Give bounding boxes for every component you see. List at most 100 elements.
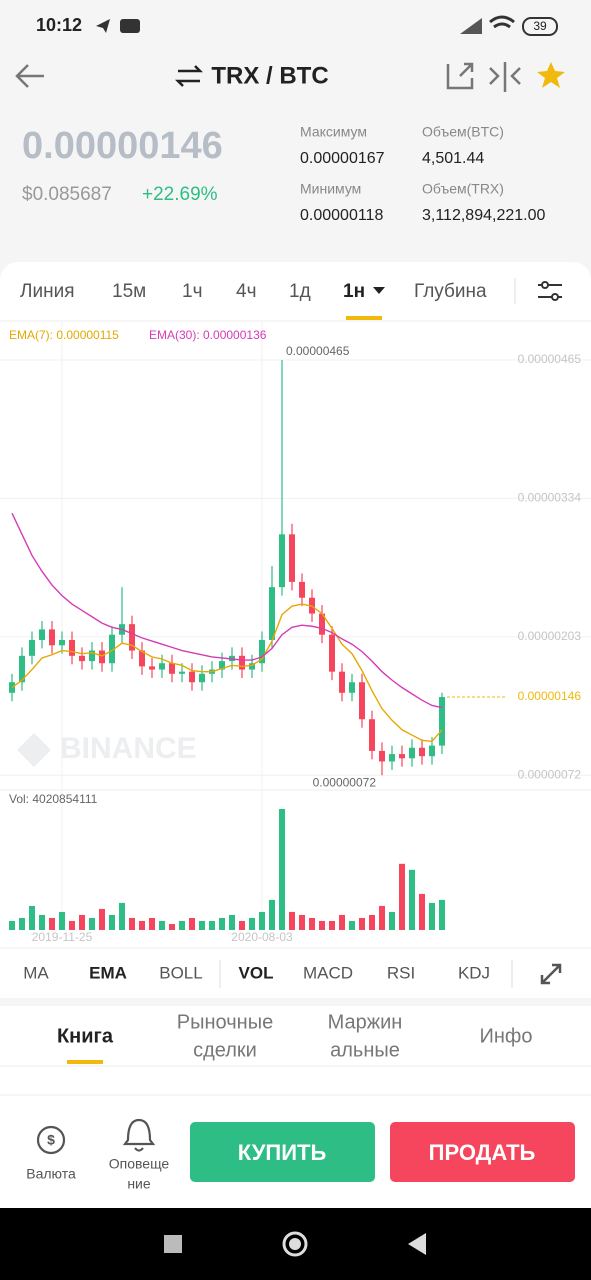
interval-tab[interactable]: 1н bbox=[343, 281, 365, 302]
volume-bar bbox=[249, 917, 255, 930]
volume-bar bbox=[409, 869, 415, 930]
candle-body bbox=[89, 650, 95, 662]
candle-body bbox=[149, 666, 155, 670]
volume-bar bbox=[169, 923, 175, 930]
candle-body bbox=[139, 650, 145, 667]
candle-body bbox=[329, 634, 335, 672]
compare-button[interactable] bbox=[489, 62, 521, 92]
volume-bar bbox=[219, 917, 225, 930]
section-tab[interactable]: Книга bbox=[57, 1025, 114, 1047]
y-tick-label: 0.00000465 bbox=[518, 352, 582, 366]
candle-body bbox=[429, 745, 435, 757]
volume-bar bbox=[99, 908, 105, 930]
currency-label[interactable]: Валюта bbox=[26, 1166, 76, 1182]
indicator-tab[interactable]: RSI bbox=[387, 963, 415, 982]
candle-body bbox=[179, 671, 185, 674]
section-tab[interactable]: Инфо bbox=[480, 1025, 533, 1047]
indicator-tab[interactable]: VOL bbox=[239, 963, 274, 982]
indicator-tab[interactable]: BOLL bbox=[159, 963, 202, 982]
section-tab[interactable]: Маржин bbox=[328, 1011, 403, 1033]
dropdown-arrow[interactable] bbox=[373, 287, 385, 294]
back-button[interactable] bbox=[15, 64, 44, 88]
candle-body bbox=[109, 634, 115, 664]
volume-bar bbox=[129, 917, 135, 930]
interval-tab[interactable]: 15м bbox=[112, 281, 146, 302]
candle-body bbox=[19, 655, 25, 683]
share-button[interactable] bbox=[446, 62, 474, 90]
signal-icon bbox=[460, 18, 482, 34]
fullscreen-button[interactable] bbox=[540, 963, 562, 985]
candle-body bbox=[159, 663, 165, 670]
volume-bar bbox=[79, 914, 85, 930]
candle-body bbox=[129, 624, 135, 651]
section-tab[interactable]: Рыночные bbox=[177, 1011, 273, 1033]
y-tick-label: 0.00000203 bbox=[518, 629, 582, 643]
legend-entry: EMA(7): 0.00000115 bbox=[9, 328, 119, 342]
candle-body bbox=[99, 650, 105, 664]
candle-body bbox=[359, 682, 365, 720]
volume-bar bbox=[149, 917, 155, 930]
battery-level: 39 bbox=[533, 19, 547, 33]
min-label: 0.00000072 bbox=[313, 775, 377, 789]
candle-body bbox=[269, 587, 275, 640]
interval-tab[interactable]: 1ч bbox=[182, 281, 202, 302]
volume-bar bbox=[309, 917, 315, 930]
indicator-tab[interactable]: EMA bbox=[89, 963, 127, 982]
candle-body bbox=[369, 719, 375, 751]
interval-tab[interactable]: Глубина bbox=[414, 281, 487, 302]
volume-bar bbox=[419, 893, 425, 930]
volume-bar bbox=[439, 899, 445, 930]
indicator-tab[interactable]: MACD bbox=[303, 963, 353, 982]
currency-icon[interactable] bbox=[36, 1125, 66, 1155]
tab-underline bbox=[67, 1060, 103, 1064]
max-label: 0.00000465 bbox=[286, 344, 350, 358]
settings-knob bbox=[541, 281, 549, 289]
indicator-tab[interactable]: KDJ bbox=[458, 963, 490, 982]
ema-line bbox=[11, 603, 443, 743]
sell-label[interactable]: ПРОДАТЬ bbox=[429, 1140, 536, 1165]
x-tick-label: 2019-11-25 bbox=[32, 930, 93, 944]
candle-body bbox=[69, 639, 75, 656]
volume-bar bbox=[119, 902, 125, 930]
volume-bar bbox=[29, 905, 35, 930]
stat-label: Объем(TRX) bbox=[422, 181, 504, 197]
last-price-label: 0.00000146 bbox=[518, 689, 582, 703]
stat-value: 0.00000167 bbox=[300, 150, 385, 167]
volume-bar bbox=[269, 899, 275, 930]
home-button[interactable] bbox=[282, 1231, 308, 1257]
buy-label[interactable]: КУПИТЬ bbox=[238, 1140, 327, 1165]
candle-body bbox=[279, 534, 285, 588]
candle-body bbox=[299, 581, 305, 598]
alert-label[interactable]: ние bbox=[127, 1176, 151, 1192]
swap-icon[interactable] bbox=[174, 65, 204, 87]
time: 10:12 bbox=[36, 15, 82, 35]
interval-tab[interactable]: Линия bbox=[20, 281, 74, 302]
settings-knob bbox=[551, 293, 559, 301]
candle-body bbox=[219, 661, 225, 670]
header-bg bbox=[0, 0, 591, 280]
alert-icon[interactable] bbox=[122, 1118, 156, 1152]
candle-body bbox=[259, 639, 265, 664]
volume-bar bbox=[209, 920, 215, 930]
section-tab[interactable]: сделки bbox=[193, 1039, 257, 1061]
alert-label[interactable]: Оповеще bbox=[109, 1156, 170, 1172]
candle-body bbox=[29, 639, 35, 656]
section-tab[interactable]: альные bbox=[330, 1039, 400, 1061]
candle-body bbox=[189, 671, 195, 683]
candle-body bbox=[439, 697, 445, 746]
back-nav-button[interactable] bbox=[408, 1233, 426, 1255]
recents-button[interactable] bbox=[164, 1235, 182, 1253]
sell-button[interactable] bbox=[390, 1122, 575, 1182]
home-dot bbox=[289, 1238, 301, 1250]
interval-tab[interactable]: 4ч bbox=[236, 281, 256, 302]
interval-tab[interactable]: 1д bbox=[289, 281, 311, 302]
volume-bar bbox=[239, 920, 245, 930]
indicator-tab[interactable]: MA bbox=[23, 963, 49, 982]
volume-bar bbox=[179, 920, 185, 930]
separator-band bbox=[0, 998, 591, 1006]
favorite-button[interactable] bbox=[537, 62, 565, 88]
volume-bar bbox=[69, 920, 75, 930]
buy-button[interactable] bbox=[190, 1122, 375, 1182]
ema-line bbox=[11, 512, 443, 709]
price-change: +22.69% bbox=[142, 184, 218, 205]
